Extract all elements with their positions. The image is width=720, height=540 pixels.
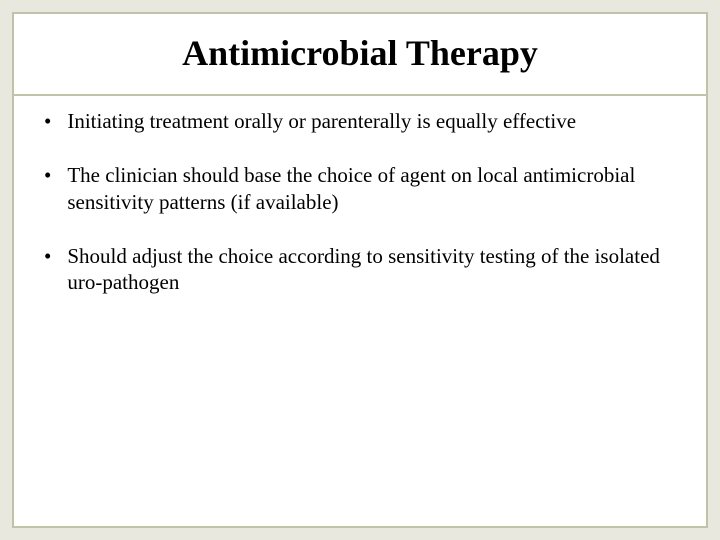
bullet-text: The clinician should base the choice of … [67,162,678,215]
bullet-marker-icon: • [44,162,51,188]
bullet-text: Should adjust the choice according to se… [67,243,678,296]
content-area: • Initiating treatment orally or parente… [14,96,706,343]
bullet-text: Initiating treatment orally or parentera… [67,108,678,134]
title-container: Antimicrobial Therapy [14,14,706,96]
slide-panel: Antimicrobial Therapy • Initiating treat… [12,12,708,528]
bullet-marker-icon: • [44,243,51,269]
bullet-item: • The clinician should base the choice o… [42,162,678,215]
slide-title: Antimicrobial Therapy [34,32,686,74]
bullet-item: • Initiating treatment orally or parente… [42,108,678,134]
bullet-marker-icon: • [44,108,51,134]
bullet-item: • Should adjust the choice according to … [42,243,678,296]
